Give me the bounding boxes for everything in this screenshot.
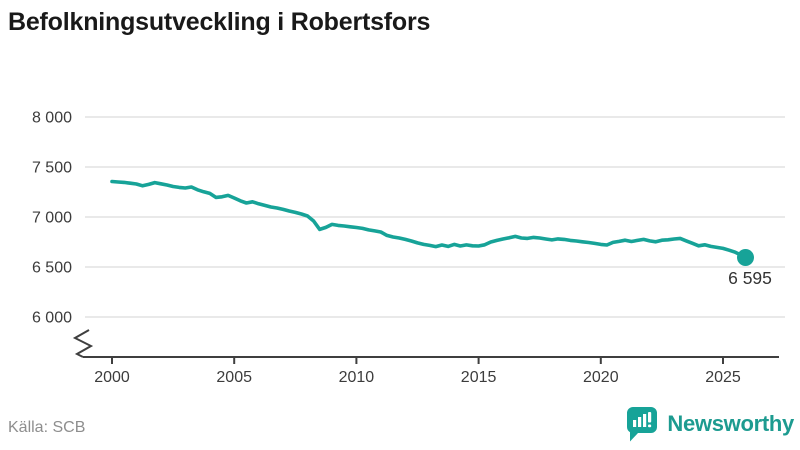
gridlines-group [85, 116, 785, 318]
newsworthy-logo: Newsworthy [626, 406, 794, 442]
y-tick-label: 8 000 [32, 110, 72, 127]
source-label: Källa: SCB [8, 419, 86, 436]
x-tick-label: 2000 [94, 369, 130, 386]
y-tick-label: 6 000 [32, 310, 72, 327]
bar-chart-exclamation-glyph [633, 412, 652, 428]
newsworthy-bubble-icon [627, 407, 658, 442]
x-tick-label: 2025 [705, 369, 741, 386]
end-value-label: 6 595 [728, 268, 772, 288]
y-tick-label: 6 500 [32, 260, 72, 277]
x-tick-label: 2010 [339, 369, 375, 386]
population-line [110, 179, 748, 260]
x-tick-label: 2005 [216, 369, 252, 386]
latest-value-dot [737, 249, 754, 266]
x-tick-label: 2015 [461, 369, 497, 386]
y-tick-label: 7 500 [32, 160, 72, 177]
x-axis-group: 2000 2005 2010 2015 2020 2025 [72, 329, 779, 386]
chart-title: Befolkningsutveckling i Robertsfors [8, 8, 431, 36]
y-tick-label: 7 000 [32, 210, 72, 227]
speech-bubble-shape [627, 407, 658, 442]
x-tick-label: 2020 [583, 369, 619, 386]
newsworthy-wordmark: Newsworthy [667, 411, 794, 436]
series-group [110, 179, 754, 266]
axis-break-squiggle [72, 329, 94, 358]
y-axis-labels-group: 6 000 6 500 7 000 7 500 8 000 [32, 110, 72, 327]
